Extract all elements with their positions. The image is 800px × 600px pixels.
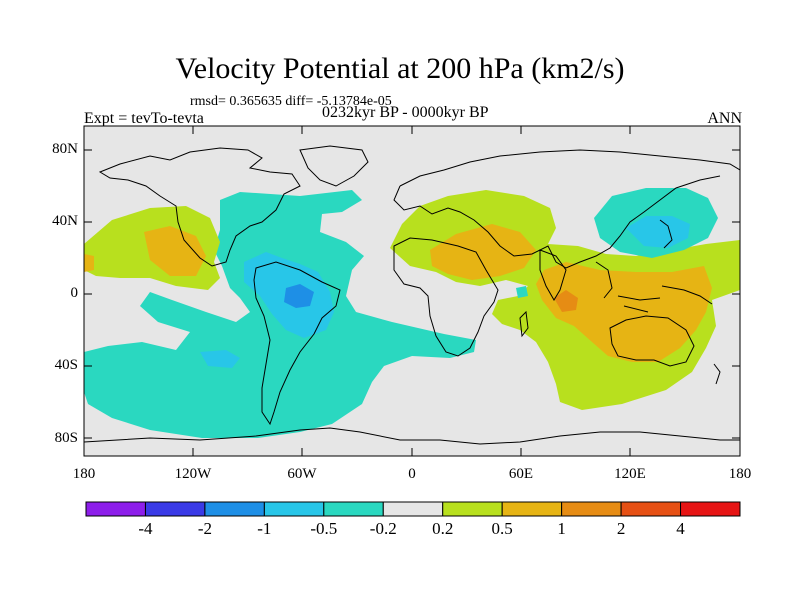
colorbar-tick-label: 4 bbox=[676, 519, 685, 538]
colorbar-tick-label: -4 bbox=[138, 519, 153, 538]
contour-region-neg1-amazon bbox=[284, 284, 314, 308]
lat-label-40s: 40S bbox=[54, 357, 78, 373]
lon-label-0: 0 bbox=[408, 466, 416, 482]
contour-region-neg05-japan bbox=[626, 216, 690, 248]
coastlines bbox=[84, 145, 740, 445]
colorbar-swatch bbox=[85, 501, 146, 517]
stats-label: rmsd= 0.365635 diff= -5.13784e-05 bbox=[190, 94, 392, 109]
coastline-new-zealand bbox=[713, 363, 721, 385]
coastline-south-america bbox=[253, 261, 341, 426]
colorbar-swatch bbox=[204, 501, 265, 517]
coastline-greenland bbox=[299, 145, 369, 187]
coastline-japan bbox=[659, 219, 673, 249]
colorbar-swatch bbox=[620, 501, 682, 517]
coastline-africa bbox=[393, 237, 499, 357]
contour-region-pos05-dateline bbox=[84, 254, 94, 272]
lon-label-120e: 120E bbox=[614, 466, 646, 482]
lon-label-120w: 120W bbox=[174, 466, 212, 482]
colorbar-tick-label: -2 bbox=[197, 519, 212, 538]
colorbar-swatch bbox=[680, 501, 741, 517]
colorbar-swatch bbox=[442, 501, 503, 517]
lat-label-80s: 80S bbox=[54, 430, 78, 446]
season-label: ANN bbox=[707, 110, 742, 127]
experiment-label: Expt = tevTo-tevta bbox=[84, 110, 204, 127]
colorbar-swatch bbox=[561, 501, 622, 517]
lon-label-60w: 60W bbox=[287, 466, 317, 482]
colorbar-swatch bbox=[382, 501, 444, 517]
contour-region-pos05-pacific bbox=[144, 226, 206, 276]
contour-region-pos1-indian-ocean bbox=[554, 290, 578, 312]
coastline-southeast-asia bbox=[595, 261, 713, 313]
lat-label-0: 0 bbox=[70, 285, 79, 301]
lon-label-180e: 180 bbox=[728, 466, 752, 482]
colorbar-tick-label: 0.5 bbox=[491, 519, 513, 538]
lon-label-180w: 180 bbox=[72, 466, 96, 482]
lat-label-40n: 40N bbox=[52, 213, 78, 229]
coastline-australia bbox=[609, 315, 695, 367]
lat-label-80n: 80N bbox=[52, 141, 78, 157]
colorbar-swatch bbox=[144, 501, 206, 517]
lon-label-60e: 60E bbox=[508, 466, 534, 482]
coastline-antarctica bbox=[84, 427, 740, 445]
coastline-madagascar bbox=[519, 310, 529, 338]
colorbar-swatch bbox=[263, 501, 325, 517]
colorbar-tick-label: -1 bbox=[257, 519, 272, 538]
contour-region-neg02-madagascar bbox=[516, 286, 528, 298]
axis-ticks bbox=[84, 126, 740, 456]
period-label: 0232kyr BP - 0000kyr BP bbox=[322, 104, 489, 121]
map-title: Velocity Potential at 200 hPa (km2/s) bbox=[175, 52, 625, 85]
map-fields bbox=[84, 126, 740, 456]
colorbar-swatch bbox=[501, 501, 563, 517]
colorbar-tick-label: -0.5 bbox=[310, 519, 338, 538]
coastline-europe-asia bbox=[393, 149, 740, 269]
colorbar bbox=[85, 501, 741, 517]
colorbar-tick-label: 1 bbox=[557, 519, 566, 538]
coastline-north-america bbox=[98, 147, 301, 267]
colorbar-tick-label: 2 bbox=[616, 519, 626, 538]
contour-region-pos05-middle-east bbox=[430, 224, 536, 280]
colorbar-tick-label: -0.2 bbox=[369, 519, 397, 538]
contour-region-neg05-pacific bbox=[200, 350, 240, 368]
colorbar-tick-label: 0.2 bbox=[432, 519, 454, 538]
colorbar-swatch bbox=[323, 501, 384, 517]
coastline-india bbox=[539, 249, 567, 301]
